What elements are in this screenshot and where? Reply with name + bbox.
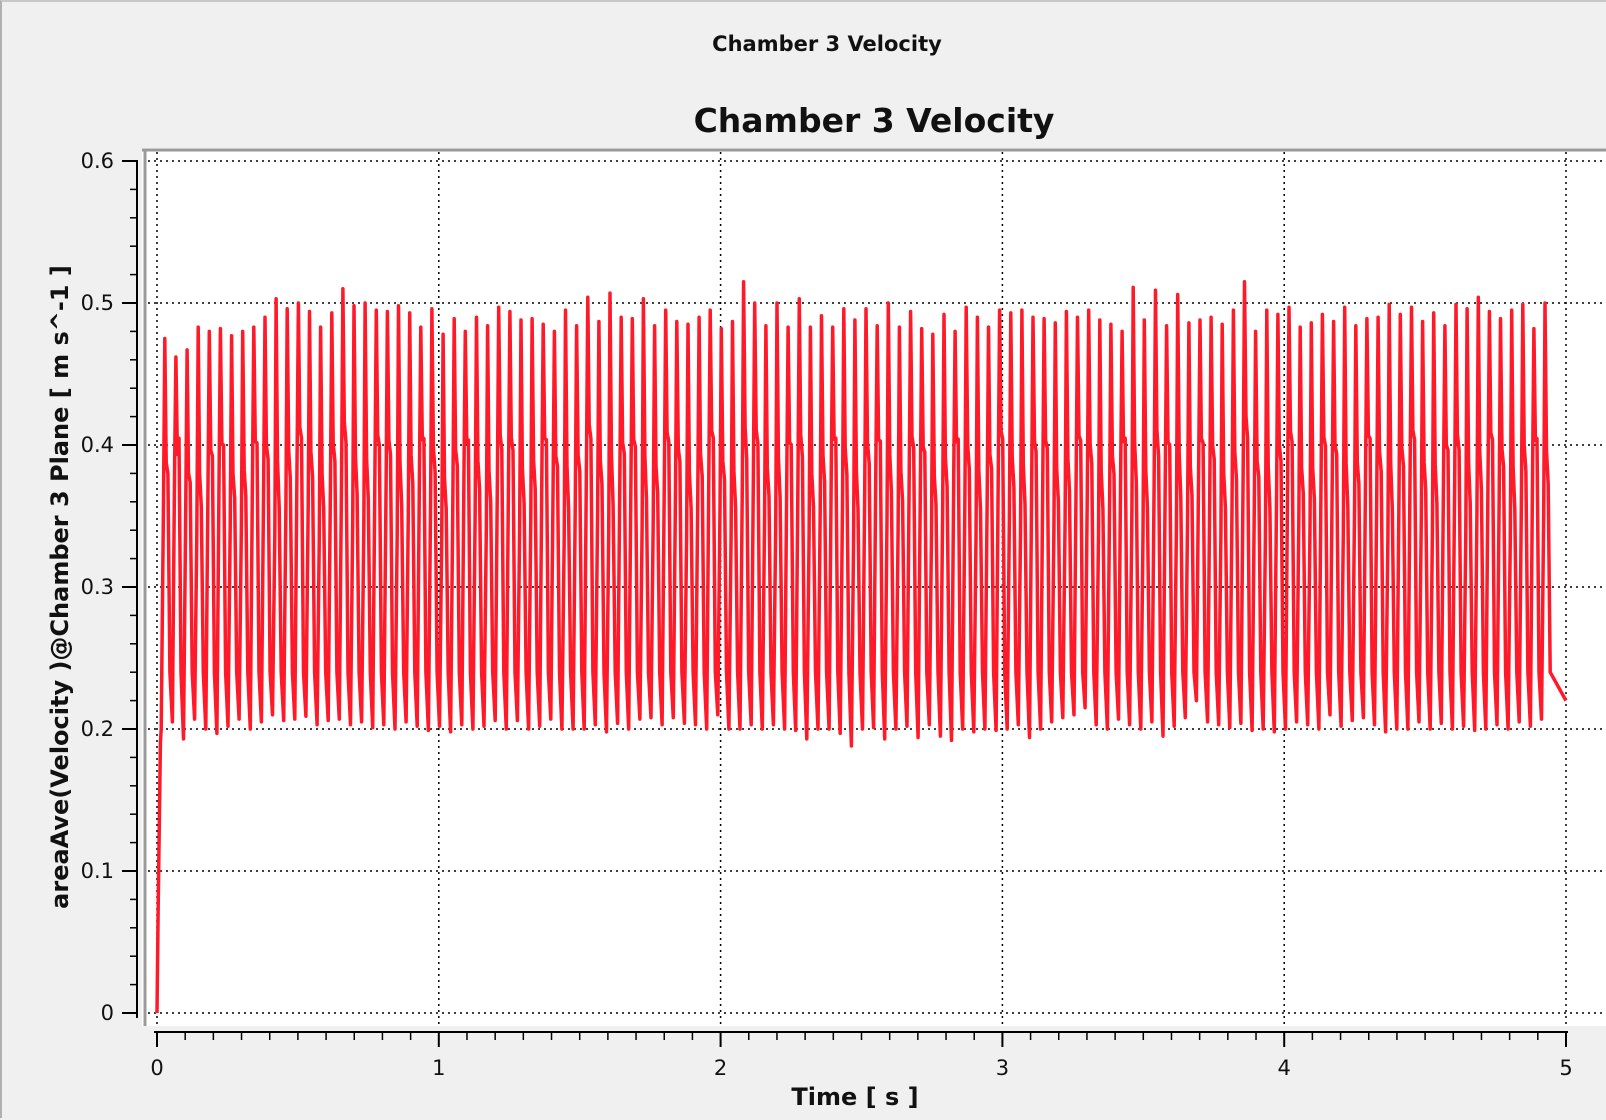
- y-axis-title: areaAve(Velocity )@Chamber 3 Plane [ m s…: [46, 265, 74, 909]
- x-tick-label: 1: [432, 1056, 445, 1080]
- chart-title: Chamber 3 Velocity: [694, 101, 1055, 140]
- x-tick-label: 0: [150, 1056, 163, 1080]
- y-tick-label: 0.3: [81, 575, 114, 599]
- window-title: Chamber 3 Velocity: [712, 32, 942, 56]
- x-tick-label: 3: [996, 1056, 1009, 1080]
- x-axis-ticks: 0 1 2 3 4 5: [150, 1032, 1573, 1080]
- x-tick-label: 2: [714, 1056, 727, 1080]
- x-tick-label: 5: [1559, 1056, 1572, 1080]
- x-tick-label: 4: [1278, 1056, 1291, 1080]
- x-axis-title: Time [ s ]: [791, 1083, 918, 1111]
- y-tick-label: 0: [101, 1001, 114, 1025]
- series-line: [155, 279, 1568, 1014]
- y-tick-label: 0.6: [81, 149, 114, 173]
- y-tick-label: 0.4: [81, 433, 114, 457]
- y-tick-label: 0.1: [81, 859, 114, 883]
- y-axis-ticks: 0 0.1 0.2 0.3 0.4 0.5 0.6: [81, 149, 137, 1025]
- y-tick-label: 0.2: [81, 717, 114, 741]
- series-group: [155, 279, 1568, 1014]
- y-tick-label: 0.5: [81, 291, 114, 315]
